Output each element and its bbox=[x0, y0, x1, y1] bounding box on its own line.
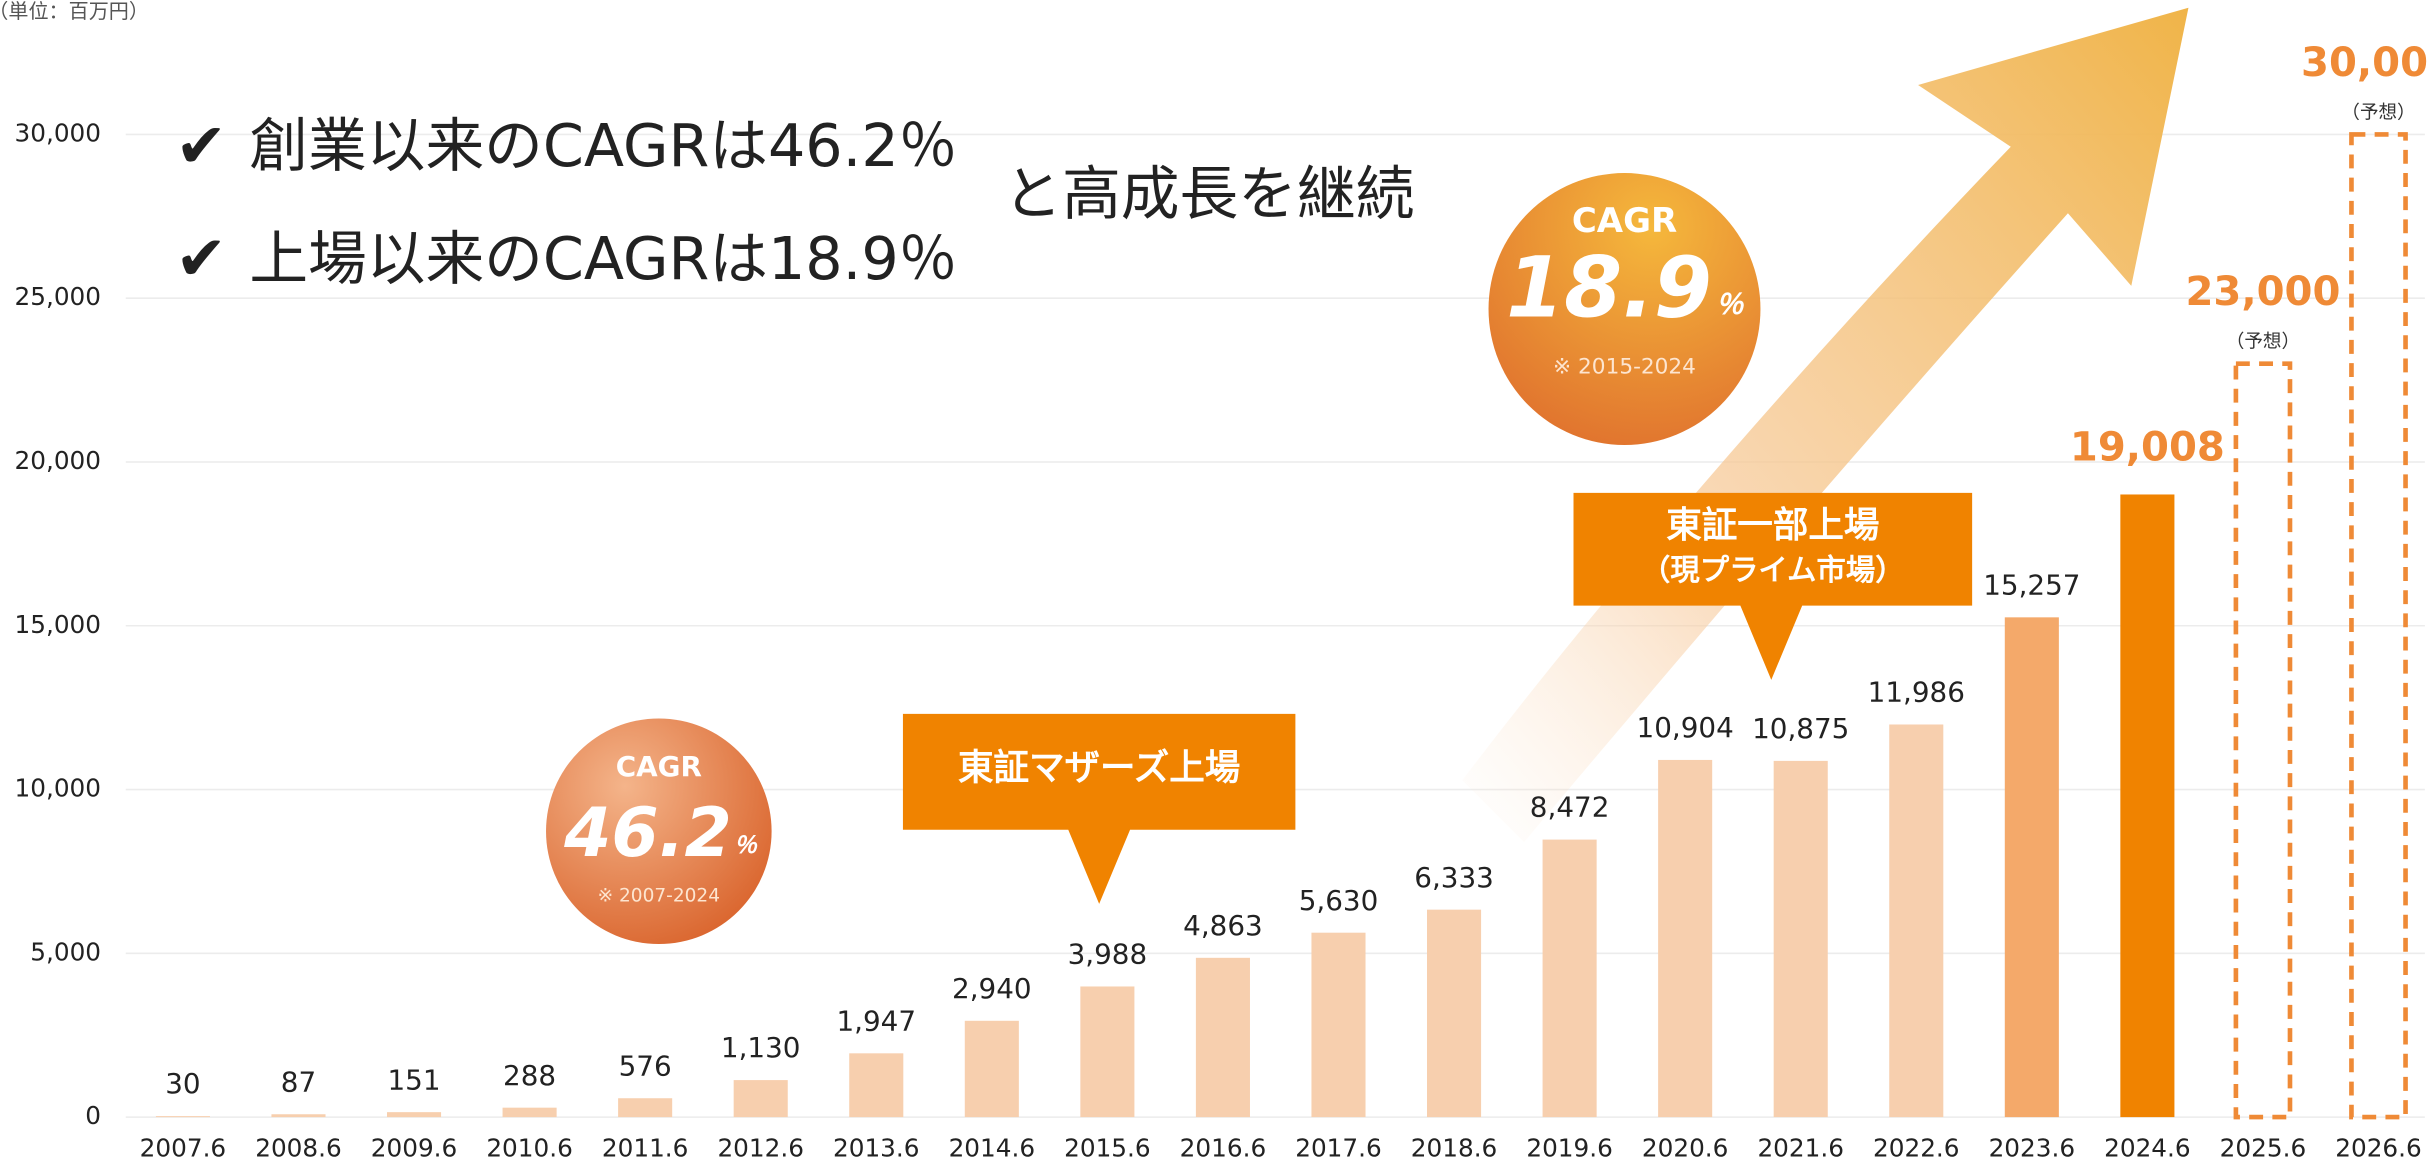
headline-text: と高成長を継続 bbox=[1003, 160, 1414, 228]
badge-period: ※ 2007-2024 bbox=[598, 886, 720, 907]
value-label: 2,940 bbox=[952, 972, 1032, 1005]
y-tick-label: 0 bbox=[85, 1101, 101, 1130]
y-tick-label: 10,000 bbox=[15, 774, 102, 803]
x-tick-label: 2021.6 bbox=[1757, 1134, 1844, 1163]
y-tick-label: 5,000 bbox=[30, 937, 101, 966]
badge-unit: ％ bbox=[1716, 288, 1745, 321]
cagr-badge: CAGR 18.9 ％ ※ 2015-2024 bbox=[1489, 173, 1761, 445]
bar bbox=[734, 1080, 788, 1117]
bar bbox=[387, 1112, 441, 1117]
x-tick-label: 2022.6 bbox=[1873, 1134, 1959, 1163]
callout-text: 東証マザーズ上場 bbox=[958, 747, 1240, 788]
check-icon: ✔ bbox=[175, 110, 227, 182]
value-label: 8,472 bbox=[1530, 791, 1610, 824]
value-label: 151 bbox=[388, 1063, 441, 1096]
bar bbox=[1080, 986, 1134, 1117]
forecast-bar bbox=[2236, 364, 2290, 1117]
x-tick-label: 2024.6 bbox=[2104, 1134, 2191, 1163]
chart: 0 5,000 10,000 15,000 20,000 25,000 30,000 200… bbox=[0, 0, 2427, 1165]
value-label: 10,875 bbox=[1752, 712, 1849, 745]
bar bbox=[1658, 760, 1712, 1117]
x-tick-label: 2025.6 bbox=[2220, 1134, 2307, 1163]
bar bbox=[1774, 761, 1828, 1117]
value-note: （予想） bbox=[2341, 102, 2415, 123]
x-tick-label: 2023.6 bbox=[1989, 1134, 2075, 1163]
y-tick-label: 25,000 bbox=[15, 282, 102, 311]
x-tick-label: 2007.6 bbox=[140, 1134, 227, 1163]
badge-label: CAGR bbox=[616, 750, 702, 783]
value-label: 6,333 bbox=[1414, 861, 1494, 894]
x-tick-label: 2026.6 bbox=[2335, 1134, 2422, 1163]
value-label: 4,863 bbox=[1183, 909, 1263, 942]
badge-unit: ％ bbox=[734, 832, 758, 859]
x-tick-label: 2013.6 bbox=[833, 1134, 920, 1163]
value-label: 1,947 bbox=[836, 1004, 916, 1037]
cagr-badge: CAGR 46.2 ％ ※ 2007-2024 bbox=[546, 718, 772, 944]
bar bbox=[1543, 840, 1597, 1118]
value-label: 23,000 bbox=[2185, 269, 2340, 315]
y-tick-label: 20,000 bbox=[15, 446, 102, 475]
x-tick-label: 2016.6 bbox=[1180, 1134, 1267, 1163]
value-label: 1,130 bbox=[721, 1031, 801, 1064]
value-label: 10,904 bbox=[1637, 711, 1734, 744]
callout-text: （現プライム市場） bbox=[1641, 553, 1905, 587]
badge-rate: 46.2 bbox=[563, 794, 732, 873]
x-tick-label: 2015.6 bbox=[1064, 1134, 1151, 1163]
value-label: 87 bbox=[281, 1065, 316, 1098]
bar bbox=[2005, 617, 2059, 1117]
bar bbox=[156, 1116, 210, 1117]
bar bbox=[2120, 494, 2174, 1117]
check-icon: ✔ bbox=[175, 223, 227, 295]
bar bbox=[1311, 933, 1365, 1117]
bar bbox=[1889, 724, 1943, 1117]
callout-box bbox=[903, 714, 1295, 904]
value-label: 576 bbox=[619, 1049, 672, 1082]
bar bbox=[965, 1021, 1019, 1117]
value-label: 30,000 bbox=[2301, 40, 2427, 86]
x-tick-label: 2014.6 bbox=[949, 1134, 1035, 1163]
value-label: 3,988 bbox=[1068, 938, 1148, 971]
page: 0 5,000 10,000 15,000 20,000 25,000 30,000 200… bbox=[0, 0, 2427, 1165]
bar bbox=[1196, 958, 1250, 1117]
value-label: 11,986 bbox=[1868, 676, 1965, 709]
y-tick-label: 30,000 bbox=[15, 118, 102, 147]
value-note: （予想） bbox=[2226, 332, 2300, 353]
x-tick-label: 2011.6 bbox=[602, 1134, 689, 1163]
x-tick-label: 2009.6 bbox=[371, 1134, 458, 1163]
x-tick-label: 2008.6 bbox=[255, 1134, 342, 1163]
value-label: 5,630 bbox=[1299, 884, 1379, 917]
bar bbox=[1427, 910, 1481, 1117]
bar bbox=[271, 1114, 325, 1117]
bar bbox=[503, 1108, 557, 1117]
headline-text: 上場以来のCAGRは18.9％ bbox=[249, 225, 957, 293]
x-tick-label: 2020.6 bbox=[1642, 1134, 1728, 1163]
callout: 東証マザーズ上場 bbox=[903, 714, 1295, 904]
value-label: 288 bbox=[503, 1059, 556, 1092]
x-tick-label: 2010.6 bbox=[486, 1134, 573, 1163]
x-tick-label: 2012.6 bbox=[717, 1134, 804, 1163]
x-tick-label: 2017.6 bbox=[1295, 1134, 1382, 1163]
callout-text: 東証一部上場 bbox=[1666, 505, 1879, 546]
value-label: 15,257 bbox=[1983, 568, 2080, 601]
badge-label: CAGR bbox=[1572, 201, 1677, 241]
badge-period: ※ 2015-2024 bbox=[1553, 355, 1696, 380]
bar bbox=[849, 1053, 903, 1117]
headline: ✔ 創業以来のCAGRは46.2％ ✔ 上場以来のCAGRは18.9％ と高成長… bbox=[175, 110, 1414, 295]
unit-label: （単位：百万円） bbox=[0, 0, 149, 23]
value-label: 19,008 bbox=[2070, 425, 2225, 471]
value-label: 30 bbox=[165, 1067, 200, 1100]
bar bbox=[618, 1098, 672, 1117]
x-tick-label: 2019.6 bbox=[1526, 1134, 1613, 1163]
badge-rate: 18.9 bbox=[1506, 240, 1712, 337]
y-tick-label: 15,000 bbox=[15, 610, 102, 639]
headline-text: 創業以来のCAGRは46.2％ bbox=[249, 112, 957, 180]
x-tick-label: 2018.6 bbox=[1411, 1134, 1498, 1163]
